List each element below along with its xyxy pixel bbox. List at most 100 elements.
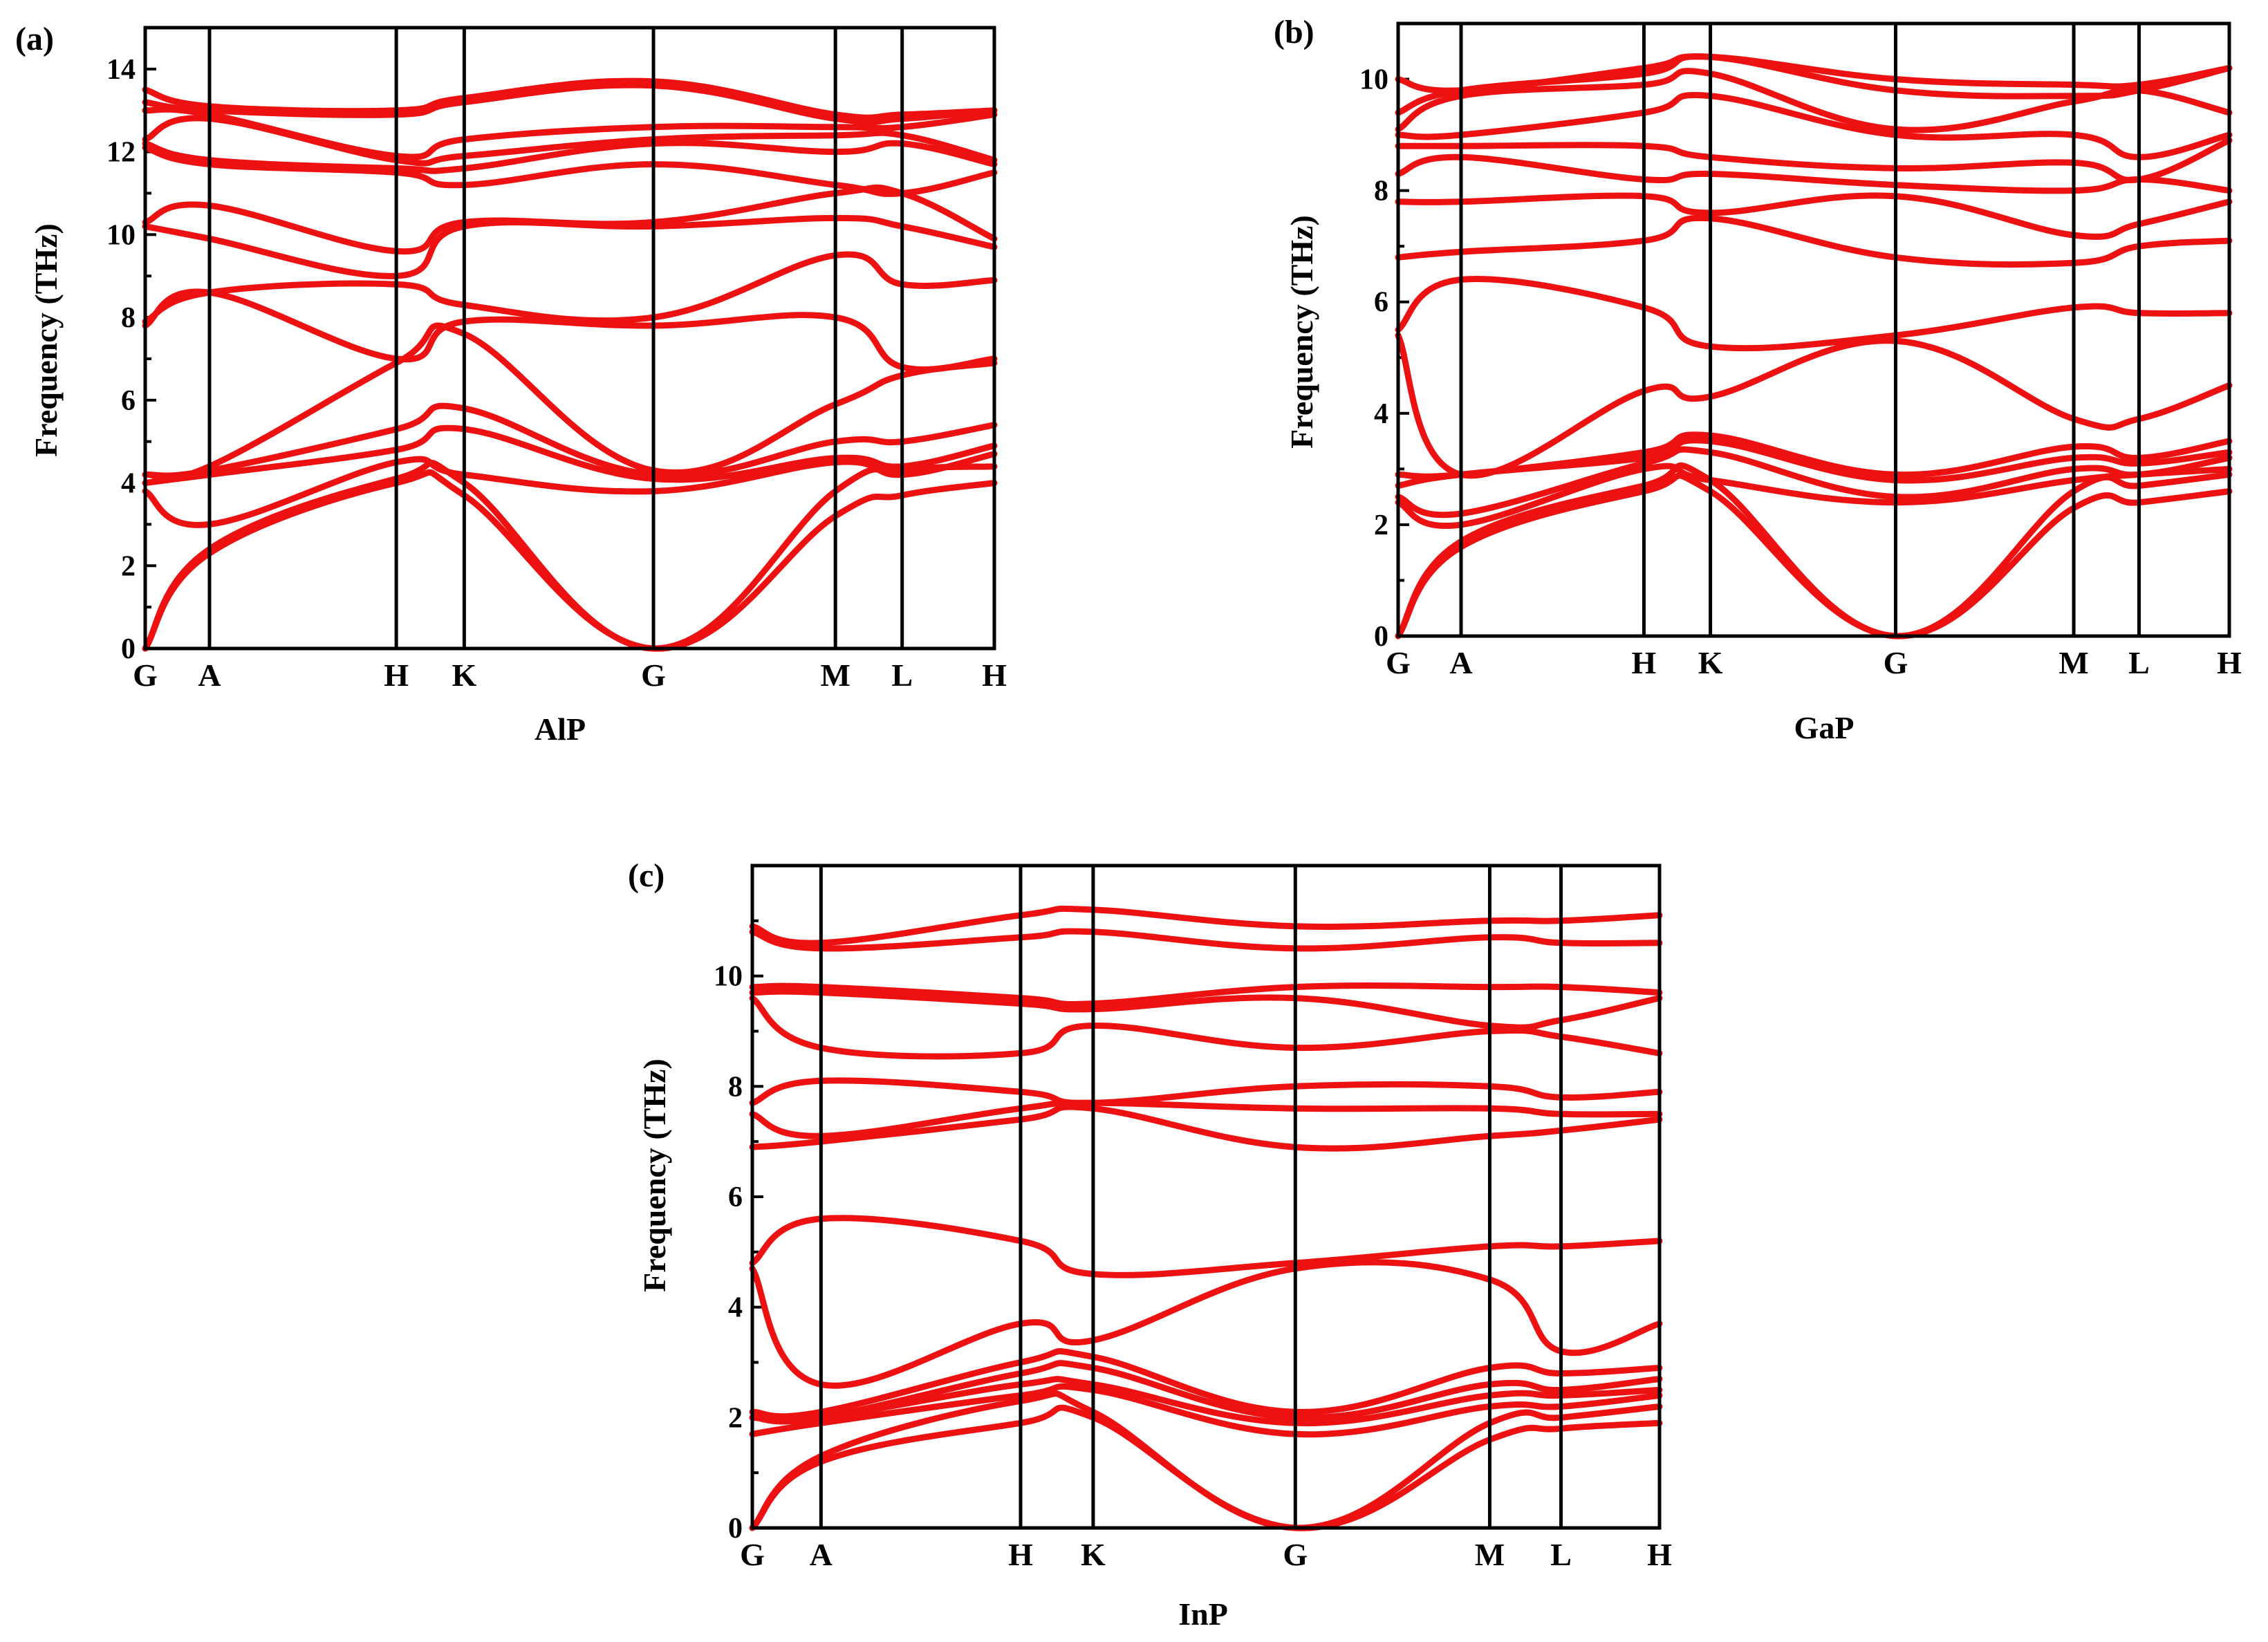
panel-a-phonon-branch-11 [142, 144, 998, 197]
panel-b-phonon-branch-14 [1395, 68, 2233, 133]
panel-a-phonon-branch-10 [142, 184, 998, 255]
panel-a-phonon-branch-14 [142, 106, 998, 160]
panel-a-ytick-label: 8 [121, 302, 136, 334]
panel-a-y-axis-title: Frequency (THz) [28, 223, 64, 457]
panel-b-kpoint-label-h: H [1632, 645, 1657, 680]
panel-c-kpoint-label-g: G [740, 1537, 765, 1572]
panel-c-phonon-branch-14 [749, 982, 1663, 1007]
panel-b-kpoint-label-k: K [1698, 645, 1723, 680]
panel-c-kpoint-label-m: M [1475, 1537, 1505, 1572]
panel-b-phonon-branch-7 [1395, 332, 2233, 479]
panel-c-phonon-branch-8 [749, 1215, 1663, 1278]
panel-b-ytick-label: 8 [1374, 176, 1388, 207]
panel-c-phonon-branch-10 [749, 1099, 1663, 1139]
panel-a-phonon-branch-3 [142, 451, 998, 528]
panel-a-phonon-branch-6 [142, 322, 998, 482]
panel-b-phonon-branch-10 [1395, 192, 2233, 240]
panel-a-kpoint-label-h: H [384, 657, 409, 693]
panel-b-phonon-branch-9 [1395, 214, 2233, 268]
panel-b-phonon-branch-1 [1395, 472, 2233, 640]
panel-a-kpoint-label-m: M [820, 657, 850, 693]
panel-c-phonon-branch-12 [749, 995, 1663, 1060]
panel-b-kpoint-label-g: G [1884, 645, 1908, 680]
panel-c-phonon-branch-5 [749, 1360, 1663, 1425]
panel-b-ytick-label: 6 [1374, 287, 1388, 319]
panel-b-phonon-branch-11 [1395, 153, 2233, 194]
panel-b-kpoint-label-l: L [2128, 645, 2150, 680]
panel-a-phonon-branch-7 [142, 288, 998, 373]
panel-a-ytick-label: 10 [106, 219, 136, 251]
panel-a-kpoint-label-g: G [641, 657, 666, 693]
panel-a-ytick-label: 4 [121, 468, 136, 500]
panel-a-kpoint-label-a: A [198, 657, 221, 693]
panel-c-ytick-label: 4 [728, 1292, 743, 1324]
panel-c-inp: (c) Frequency (THz) InP 0 2 4 6 8 10 G A H K G M L H [628, 857, 1672, 1632]
panel-a-bands [142, 77, 998, 652]
panel-c-x-axis-title: InP [1178, 1596, 1228, 1632]
panel-a-phonon-branch-5 [142, 402, 998, 479]
panel-a-ytick-label: 12 [106, 137, 136, 169]
panel-c-phonon-branch-6 [749, 1347, 1663, 1420]
panel-b-phonon-branch-4 [1395, 446, 2233, 519]
panel-c-kpoint-label-h: H [1647, 1537, 1672, 1572]
panel-c-phonon-branch-15 [749, 928, 1663, 952]
panel-c-kpoint-label-k: K [1081, 1537, 1106, 1572]
panel-c-phonon-branch-3 [749, 1383, 1663, 1438]
panel-c-ytick-label: 8 [728, 1071, 743, 1103]
panel-b-ytick-label: 4 [1374, 398, 1388, 430]
panel-a-phonon-branch-1 [142, 469, 998, 652]
panel-b-y-axis-title: Frequency (THz) [1284, 215, 1319, 449]
panel-a-ytick-label: 14 [106, 54, 136, 86]
panel-b-kpoint-label-m: M [2058, 645, 2088, 680]
panel-b-x-axis-title: GaP [1794, 710, 1855, 745]
panel-a-kpoint-lines [207, 28, 904, 649]
panel-c-phonon-branch-16 [749, 905, 1663, 946]
panel-b-phonon-branch-6 [1395, 431, 2233, 480]
panel-a-kpoint-label-l: L [891, 657, 913, 693]
panel-a-kpoint-label-h: H [982, 657, 1007, 693]
panel-a-phonon-branch-16 [142, 77, 998, 121]
panel-b-ytick-label: 10 [1359, 64, 1388, 96]
panel-b-phonon-branch-12 [1395, 137, 2233, 183]
panel-b-label: (b) [1274, 14, 1314, 50]
panel-b-ytick-label: 2 [1374, 510, 1388, 541]
panel-a-phonon-branch-4 [142, 425, 998, 486]
panel-c-ytick-label: 10 [714, 961, 743, 993]
panel-b-kpoint-lines [1459, 24, 2141, 636]
panel-b-frame [1396, 21, 2231, 638]
panel-a-kpoint-label-g: G [133, 657, 158, 693]
panel-c-y-axis-title: Frequency (THz) [637, 1058, 672, 1292]
panel-c-ytick-label: 0 [728, 1513, 743, 1545]
panel-b-kpoint-label-g: G [1386, 645, 1411, 680]
panel-b-phonon-branch-16 [1395, 53, 2233, 94]
panel-b-kpoint-label-a: A [1449, 645, 1472, 680]
panel-a-x-axis-title: AlP [535, 711, 586, 747]
panel-a-phonon-branch-15 [142, 82, 998, 126]
panel-c-kpoint-label-h: H [1008, 1537, 1033, 1572]
panel-c-bands [749, 905, 1663, 1531]
panel-b-phonon-branch-8 [1395, 276, 2233, 352]
panel-c-kpoint-label-g: G [1283, 1537, 1308, 1572]
panel-c-label: (c) [628, 857, 664, 894]
panel-b-kpoint-label-h: H [2217, 645, 2242, 680]
panel-a-alp: (a) Frequency (THz) AlP 0 2 4 6 8 10 12 14 G A H K G… [15, 21, 1007, 747]
panel-c-kpoint-lines [819, 866, 1563, 1528]
panel-c-kpoint-label-l: L [1550, 1537, 1572, 1572]
panel-a-phonon-branch-12 [142, 140, 998, 174]
panel-c-phonon-branch-13 [749, 988, 1663, 1031]
panel-c-frame [750, 864, 1662, 1530]
panel-c-kpoint-label-a: A [810, 1537, 833, 1572]
panel-a-ytick-label: 0 [121, 633, 136, 665]
panel-b-bands [1395, 53, 2233, 640]
panel-a-kpoint-label-k: K [452, 657, 476, 693]
panel-b-phonon-branch-2 [1395, 462, 2233, 640]
panel-c-ticks: 0 2 4 6 8 10 G A H K G M L H [714, 919, 1672, 1572]
panel-c-phonon-branch-11 [749, 1077, 1663, 1106]
panel-b-gap: (b) Frequency (THz) GaP 0 2 4 6 8 10 G A H K G M L H [1274, 14, 2242, 745]
panel-a-phonon-branch-8 [142, 251, 998, 325]
panel-b-ytick-label: 0 [1374, 621, 1388, 653]
panel-c-phonon-branch-2 [749, 1390, 1663, 1531]
panel-a-label: (a) [15, 21, 54, 57]
panel-c-ytick-label: 2 [728, 1402, 743, 1434]
